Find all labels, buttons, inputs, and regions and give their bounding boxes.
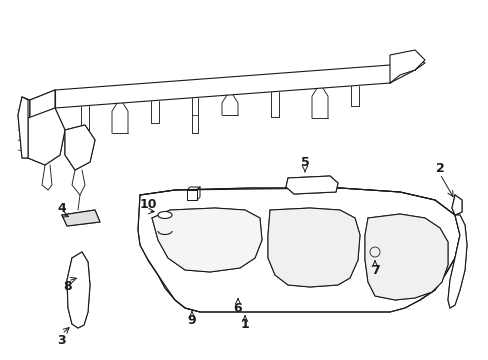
Text: 10: 10 bbox=[139, 198, 157, 211]
Polygon shape bbox=[62, 210, 100, 226]
Text: 9: 9 bbox=[187, 314, 196, 327]
Polygon shape bbox=[451, 195, 461, 215]
Polygon shape bbox=[447, 215, 466, 308]
Text: 8: 8 bbox=[63, 280, 72, 293]
Polygon shape bbox=[389, 50, 424, 83]
Ellipse shape bbox=[158, 211, 172, 219]
Polygon shape bbox=[285, 176, 337, 194]
Text: 2: 2 bbox=[435, 162, 444, 175]
Text: 3: 3 bbox=[58, 333, 66, 346]
Polygon shape bbox=[65, 125, 95, 170]
Text: 6: 6 bbox=[233, 302, 242, 315]
Text: 1: 1 bbox=[240, 319, 249, 332]
Text: 7: 7 bbox=[370, 264, 379, 276]
Polygon shape bbox=[18, 97, 28, 158]
Polygon shape bbox=[138, 188, 459, 312]
Polygon shape bbox=[267, 208, 359, 287]
Polygon shape bbox=[152, 208, 262, 272]
Polygon shape bbox=[67, 252, 90, 328]
Polygon shape bbox=[28, 108, 65, 165]
Polygon shape bbox=[30, 90, 55, 118]
Text: 5: 5 bbox=[300, 157, 309, 170]
Polygon shape bbox=[364, 214, 447, 300]
Text: 4: 4 bbox=[58, 202, 66, 215]
